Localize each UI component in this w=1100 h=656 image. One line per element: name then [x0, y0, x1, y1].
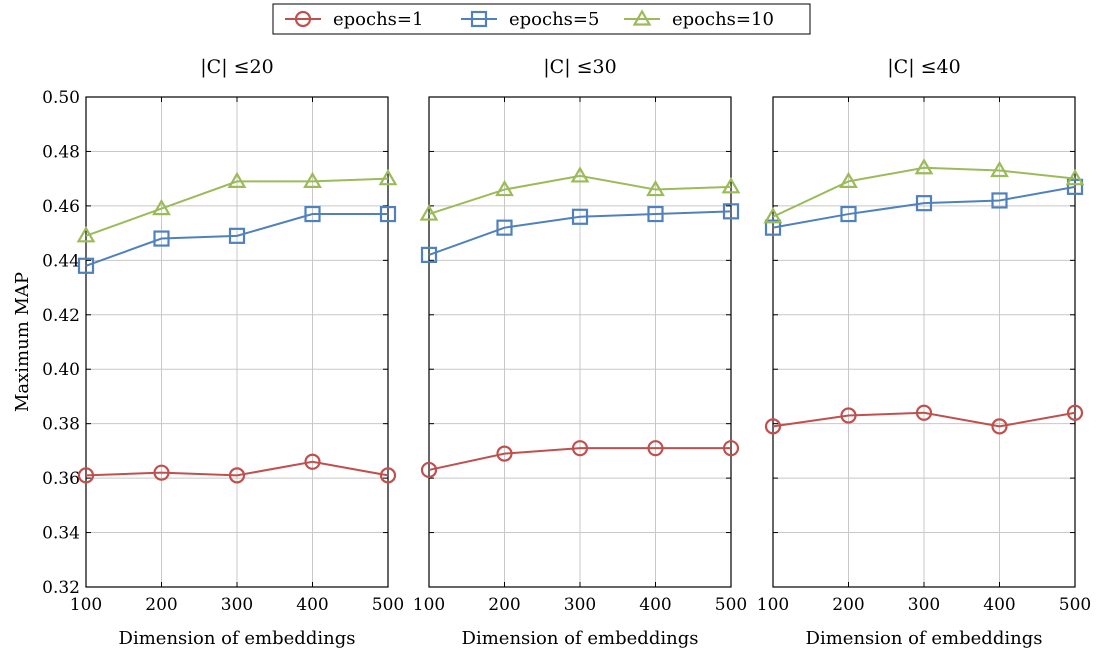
panel-0-series-2-line	[85, 177, 389, 237]
panel-0-series-0-point-4	[379, 467, 397, 484]
y-tick-label-1: 0.34	[42, 524, 80, 544]
y-tick-label-6: 0.44	[42, 251, 80, 271]
panel-0-series-0-line	[85, 460, 389, 477]
panel-2-series-1-point-3	[991, 192, 1008, 209]
panel-0-x-tick-label-0: 100	[70, 595, 102, 615]
panel-1-series-0-point-1	[496, 445, 513, 462]
panel-2-x-tick-label-0: 100	[757, 595, 789, 615]
panel-1-series-0-line	[428, 447, 731, 471]
panel-1-title: |C| ≤30	[543, 56, 616, 78]
panel-1-series-2-point-2	[570, 166, 590, 183]
panel-1-series-2-point-0	[419, 204, 439, 221]
panel-1-series-0-point-2	[571, 440, 589, 457]
panel-2-series-0-point-2	[915, 404, 933, 421]
legend-marker-1	[470, 10, 488, 28]
y-tick-label-3: 0.38	[42, 415, 80, 435]
panel-1-series-2-point-4	[721, 177, 741, 194]
panel-2-series-2-line	[772, 166, 1076, 218]
panel-2-series-0-point-1	[840, 407, 857, 424]
panel-2-series-2-point-1	[839, 171, 858, 188]
legend-marker-0	[294, 10, 312, 28]
panel-0-series-1-point-1	[153, 230, 170, 247]
panel-2-series-2-point-2	[914, 158, 934, 175]
panel-2-series-1-point-4	[1066, 178, 1084, 195]
panel-2-x-axis-title: Dimension of embeddings	[806, 628, 1043, 649]
panel-1-series-1-line	[428, 210, 732, 256]
panel-2-x-tick-label-2: 300	[908, 595, 940, 615]
panel-2-x-tick-label-4: 500	[1059, 595, 1091, 615]
panel-2-series-0-point-3	[991, 418, 1008, 435]
panel-1-series-1-point-0	[420, 246, 438, 263]
panel-1-series-2-line	[428, 174, 732, 216]
panel-0-series-1-line	[85, 213, 388, 267]
panel-1-series-2-point-1	[495, 179, 514, 197]
panel-1-x-axis-title: Dimension of embeddings	[462, 628, 699, 649]
panel-1-series-0-point-0	[420, 461, 438, 479]
panel-1-series-2-point-3	[646, 179, 665, 197]
panel-2-series-0-line	[772, 411, 1076, 428]
y-tick-label-8: 0.48	[42, 142, 80, 162]
panel-2-series-1-point-2	[915, 195, 933, 212]
panel-0-x-tick-label-2: 300	[221, 595, 253, 615]
panel-0-series-1-point-3	[304, 205, 321, 223]
panel-1-series-1-point-1	[496, 219, 513, 236]
panel-2-series-1-point-1	[840, 205, 857, 223]
panel-0-x-tick-label-1: 200	[145, 595, 177, 615]
panel-2-x-tick-label-3: 400	[983, 595, 1015, 615]
panel-0-series-0-point-2	[228, 467, 246, 484]
panel-2-series-2-point-4	[1065, 168, 1085, 186]
panel-0-series-0-point-1	[153, 464, 170, 481]
y-tick-label-0: 0.32	[42, 578, 80, 598]
panel-1-x-tick-label-1: 200	[488, 595, 520, 615]
panel-1-series-1-point-4	[722, 203, 740, 220]
y-tick-label-2: 0.36	[42, 469, 80, 489]
panel-0-series-1-point-0	[77, 257, 95, 274]
panel-1-series-1-point-2	[571, 208, 589, 225]
panel-2-series-2-point-0	[763, 207, 783, 224]
panel-2-x-tick-label-1: 200	[832, 595, 864, 615]
panel-2-series-2-point-3	[990, 160, 1009, 178]
panel-0-series-2-point-1	[152, 198, 171, 216]
panel-0-series-1-point-2	[228, 227, 246, 244]
panel-1-series-0-point-3	[647, 440, 664, 457]
y-axis-title: Maximum MAP	[12, 272, 33, 412]
panel-0-series-2-point-4	[378, 168, 398, 186]
legend-marker-2	[632, 9, 652, 26]
panel-1-x-tick-label-2: 300	[564, 595, 596, 615]
y-tick-label-9: 0.50	[42, 88, 80, 108]
panel-1-series-1-point-3	[647, 205, 664, 223]
panel-1-x-tick-label-0: 100	[413, 595, 445, 615]
panel-0-x-axis-title: Dimension of embeddings	[119, 628, 356, 649]
panel-2-title: |C| ≤40	[887, 56, 960, 78]
legend-label-1: epochs=5	[509, 9, 599, 30]
panel-0-title: |C| ≤20	[200, 56, 273, 78]
panel-0-series-1-point-4	[379, 205, 397, 223]
panel-0-series-0-point-0	[77, 467, 95, 484]
panel-1-x-tick-label-3: 400	[639, 595, 671, 615]
y-tick-label-4: 0.40	[42, 360, 80, 380]
panel-2-series-1-point-0	[764, 219, 782, 236]
panel-2-series-0-point-0	[764, 418, 782, 435]
panel-0-series-2-point-0	[76, 226, 96, 243]
legend-label-0: epochs=1	[333, 9, 423, 30]
panel-0-series-2-point-3	[303, 171, 322, 188]
panel-2-series-1-line	[772, 185, 1076, 229]
y-tick-label-7: 0.46	[42, 197, 80, 217]
y-tick-label-5: 0.42	[42, 306, 80, 326]
panel-0-series-2-point-2	[227, 171, 247, 188]
panel-0-series-0-point-3	[304, 453, 321, 470]
panel-1-series-0-point-4	[722, 440, 740, 457]
legend-label-2: epochs=10	[672, 9, 774, 30]
panel-1-x-tick-label-4: 500	[715, 595, 747, 615]
legend-box	[272, 3, 811, 35]
panel-0-x-tick-label-4: 500	[372, 595, 404, 615]
panel-2-series-0-point-4	[1066, 404, 1084, 421]
panel-0-x-tick-label-3: 400	[296, 595, 328, 615]
